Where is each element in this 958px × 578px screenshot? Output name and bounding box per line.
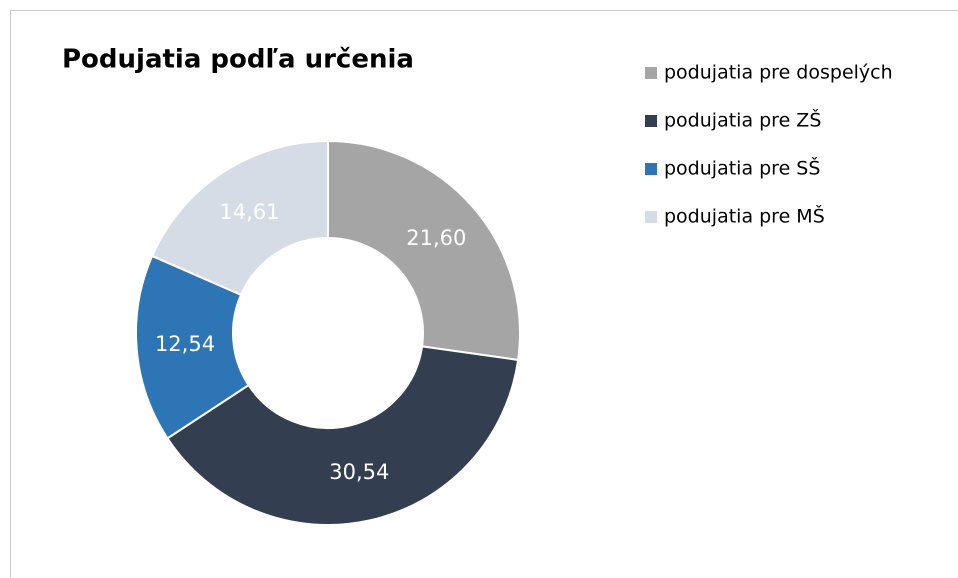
data-label: 30,54 [329,460,389,484]
legend-label: podujatia pre SŠ [664,156,820,180]
donut-slice [135,254,250,440]
donut-slice [166,345,520,526]
legend-swatch [645,67,657,79]
legend-swatch [645,163,657,175]
legend-label: podujatia pre ZŠ [664,108,821,132]
legend-label: podujatia pre MŠ [664,204,825,228]
donut-slice [327,139,521,362]
data-label: 21,60 [406,226,466,250]
donut-slice [150,139,329,297]
legend-swatch [645,211,657,223]
legend-swatch [645,115,657,127]
data-label: 12,54 [155,332,215,356]
data-label: 14,61 [219,200,279,224]
legend-label: podujatia pre dospelých [664,62,893,84]
chart-title: Podujatia podľa určenia [62,45,414,75]
